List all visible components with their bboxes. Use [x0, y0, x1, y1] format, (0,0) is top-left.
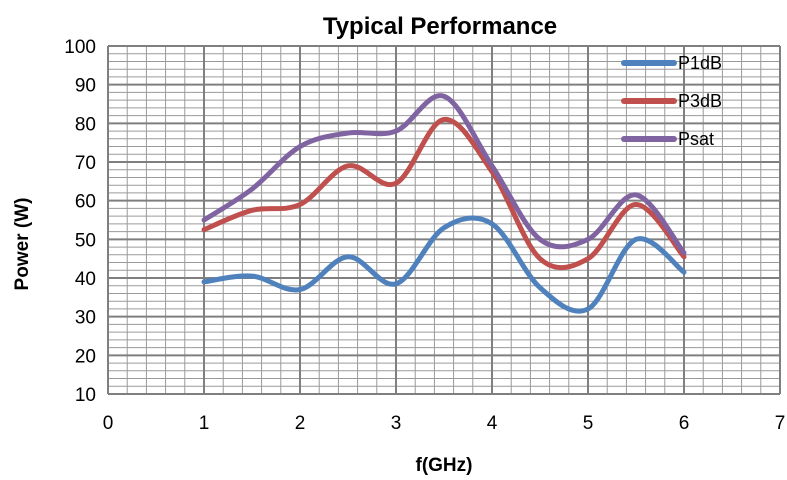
y-axis-label: Power (W) — [12, 198, 33, 291]
y-tick-label: 50 — [75, 230, 96, 251]
x-tick-label: 4 — [487, 413, 498, 434]
legend-label-psat: Psat — [678, 129, 714, 149]
x-tick-label: 5 — [583, 413, 594, 434]
x-tick-label: 3 — [391, 413, 402, 434]
y-tick-label: 100 — [64, 37, 96, 58]
x-tick-label: 6 — [679, 413, 690, 434]
y-tick-label: 80 — [75, 114, 96, 135]
x-axis-label: f(GHz) — [416, 455, 473, 476]
y-tick-label: 90 — [75, 76, 96, 97]
x-tick-label: 0 — [103, 413, 114, 434]
series-lines — [201, 93, 687, 314]
y-tick-label: 40 — [75, 269, 96, 290]
chart-title: Typical Performance — [323, 13, 557, 40]
y-tick-label: 70 — [75, 153, 96, 174]
legend-label-p3db: P3dB — [678, 91, 722, 111]
y-tick-label: 30 — [75, 308, 96, 329]
y-tick-label: 10 — [75, 385, 96, 406]
x-tick-label: 2 — [295, 413, 306, 434]
legend-label-p1db: P1dB — [678, 53, 722, 73]
x-tick-label: 7 — [775, 413, 786, 434]
x-tick-label: 1 — [199, 413, 210, 434]
legend: P1dB P3dB Psat — [621, 53, 722, 149]
series-line-psat — [201, 93, 687, 256]
series-line-p3db — [201, 116, 687, 270]
axis-ticks: 0 1 2 3 4 5 6 7 10 20 30 40 50 60 70 80 90 100 — [64, 37, 785, 434]
series-line-p1db — [201, 215, 687, 314]
y-tick-label: 60 — [75, 192, 96, 213]
y-tick-label: 20 — [75, 346, 96, 367]
